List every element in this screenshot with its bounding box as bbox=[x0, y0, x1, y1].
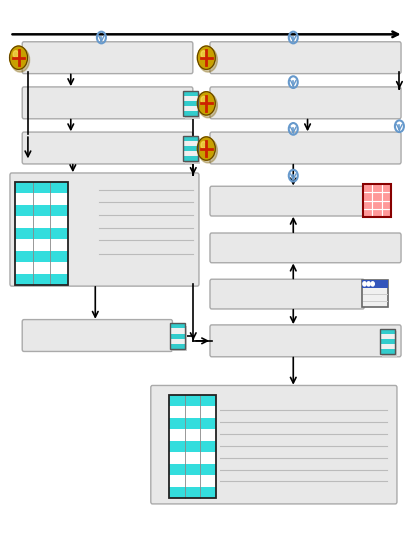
Bar bbox=[171, 323, 185, 328]
Bar bbox=[15, 205, 68, 216]
Bar bbox=[169, 429, 216, 441]
Bar bbox=[169, 395, 216, 406]
Bar bbox=[372, 184, 381, 192]
Circle shape bbox=[11, 48, 30, 72]
Bar bbox=[15, 182, 68, 193]
Bar bbox=[372, 209, 381, 217]
Bar bbox=[380, 328, 395, 354]
Circle shape bbox=[199, 138, 217, 163]
Circle shape bbox=[197, 92, 215, 115]
Bar bbox=[380, 344, 395, 349]
FancyBboxPatch shape bbox=[210, 233, 401, 263]
Bar bbox=[183, 136, 198, 141]
Bar bbox=[15, 262, 68, 274]
Bar bbox=[171, 323, 185, 349]
Bar bbox=[381, 192, 391, 201]
Bar bbox=[380, 349, 395, 354]
Bar bbox=[382, 331, 397, 357]
Bar bbox=[372, 192, 381, 201]
Circle shape bbox=[13, 51, 18, 58]
Bar bbox=[171, 344, 185, 349]
Bar bbox=[185, 93, 200, 119]
Bar bbox=[15, 193, 68, 205]
FancyBboxPatch shape bbox=[210, 279, 364, 309]
Bar bbox=[171, 334, 185, 339]
Bar bbox=[169, 487, 216, 498]
FancyBboxPatch shape bbox=[22, 319, 173, 351]
Bar bbox=[363, 184, 372, 192]
Bar bbox=[380, 339, 395, 344]
Bar bbox=[15, 251, 68, 262]
Bar bbox=[169, 418, 216, 429]
Bar bbox=[183, 96, 198, 101]
Bar bbox=[169, 475, 216, 487]
Bar bbox=[185, 138, 200, 164]
Circle shape bbox=[371, 282, 374, 286]
Bar bbox=[363, 184, 391, 217]
Bar bbox=[183, 151, 198, 156]
Circle shape bbox=[197, 137, 215, 160]
FancyBboxPatch shape bbox=[151, 386, 397, 504]
Bar bbox=[380, 328, 395, 334]
Bar bbox=[183, 106, 198, 111]
Bar bbox=[169, 452, 216, 464]
Bar bbox=[183, 146, 198, 151]
Bar bbox=[363, 201, 372, 209]
Bar bbox=[380, 334, 395, 339]
Bar bbox=[362, 280, 388, 308]
FancyBboxPatch shape bbox=[22, 87, 193, 119]
Bar bbox=[169, 464, 216, 475]
FancyBboxPatch shape bbox=[210, 186, 364, 216]
Circle shape bbox=[201, 142, 206, 148]
Bar bbox=[183, 156, 198, 161]
Circle shape bbox=[363, 282, 366, 286]
Circle shape bbox=[201, 96, 206, 104]
Circle shape bbox=[367, 282, 370, 286]
Bar bbox=[15, 228, 68, 239]
Bar bbox=[15, 182, 68, 285]
Bar bbox=[381, 184, 391, 192]
FancyBboxPatch shape bbox=[210, 132, 401, 164]
Bar bbox=[363, 192, 372, 201]
Bar bbox=[381, 209, 391, 217]
Circle shape bbox=[9, 46, 28, 69]
Bar bbox=[362, 280, 388, 288]
Circle shape bbox=[199, 48, 217, 72]
Bar bbox=[363, 209, 372, 217]
Bar bbox=[381, 201, 391, 209]
Bar bbox=[169, 395, 216, 498]
Bar bbox=[171, 328, 185, 334]
Bar bbox=[169, 406, 216, 418]
Bar bbox=[15, 216, 68, 228]
FancyBboxPatch shape bbox=[22, 42, 193, 74]
FancyBboxPatch shape bbox=[210, 87, 401, 119]
Circle shape bbox=[199, 93, 217, 118]
Bar bbox=[15, 274, 68, 285]
Circle shape bbox=[197, 46, 215, 69]
Bar bbox=[15, 239, 68, 251]
Bar bbox=[183, 91, 198, 116]
Bar bbox=[183, 101, 198, 106]
FancyBboxPatch shape bbox=[22, 132, 193, 164]
FancyBboxPatch shape bbox=[210, 325, 401, 357]
FancyBboxPatch shape bbox=[10, 173, 199, 286]
Bar bbox=[171, 339, 185, 344]
Bar bbox=[183, 91, 198, 96]
Bar bbox=[183, 141, 198, 146]
Bar bbox=[183, 136, 198, 161]
FancyBboxPatch shape bbox=[210, 42, 401, 74]
Bar bbox=[173, 326, 187, 351]
Circle shape bbox=[201, 51, 206, 58]
Bar bbox=[183, 111, 198, 116]
Bar bbox=[372, 201, 381, 209]
Bar bbox=[169, 441, 216, 452]
